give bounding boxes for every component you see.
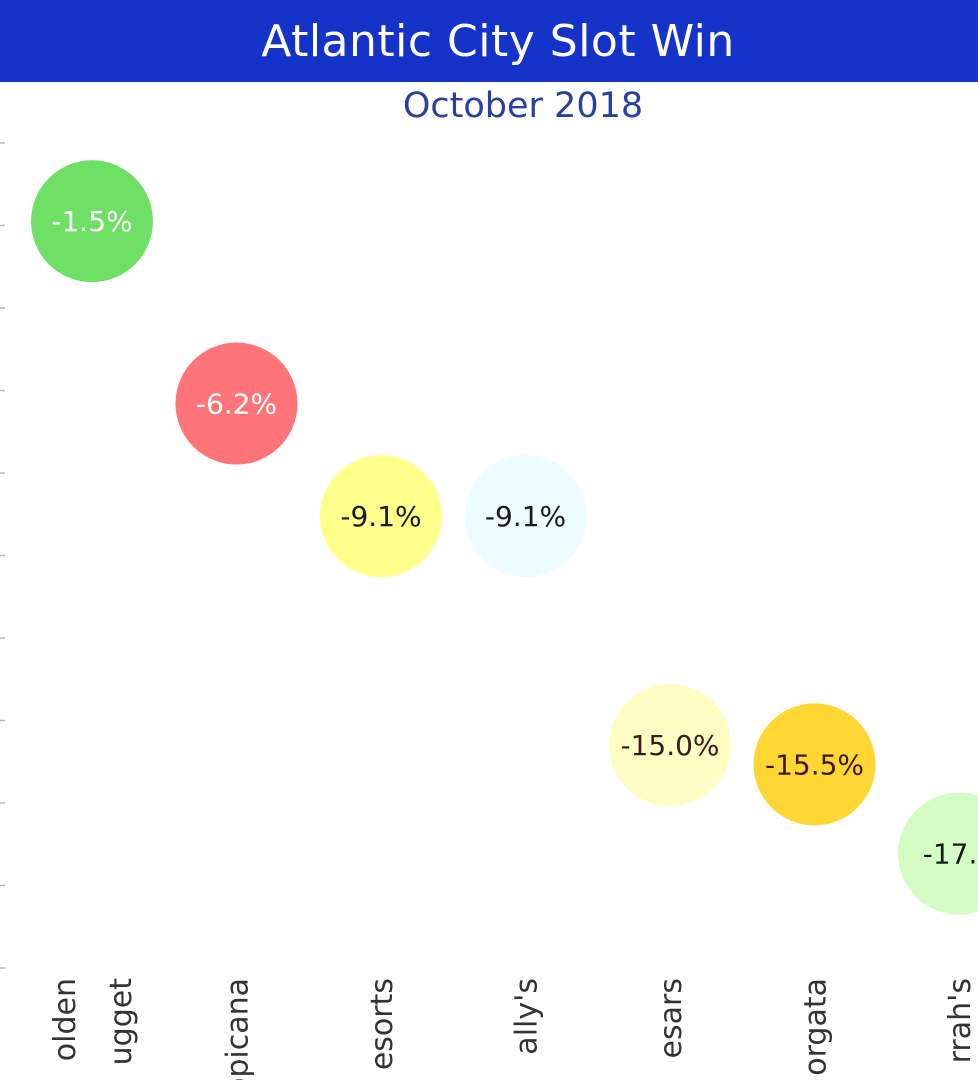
x-tick-label: esars [654, 978, 689, 1058]
data-label: -15.5% [765, 748, 864, 781]
data-point [31, 160, 153, 283]
data-point [320, 455, 442, 578]
data-label: -1.5% [51, 205, 132, 238]
chart-title: Atlantic City Slot Win [261, 15, 735, 67]
title-bar: Atlantic City Slot Win [0, 0, 978, 82]
x-tick-label: orgata [799, 978, 834, 1076]
data-label: -15.0% [620, 729, 719, 762]
x-tick-label: olden [48, 978, 83, 1061]
x-tick-label: ally's [510, 978, 545, 1055]
x-tick-label: rrah's [943, 978, 978, 1063]
data-point [175, 342, 298, 465]
data-label: -17.8 [923, 838, 978, 871]
x-tick-label: opicana [221, 978, 256, 1080]
data-point [898, 792, 978, 915]
data-label: -9.1% [485, 500, 566, 533]
chart-subtitle: October 2018 [402, 86, 644, 126]
data-point [753, 703, 876, 826]
x-tick-label: esorts [365, 978, 400, 1070]
data-label: -9.1% [340, 500, 421, 533]
data-point [609, 684, 731, 806]
data-label: -6.2% [196, 388, 277, 421]
data-point [464, 455, 587, 578]
x-tick-label: ugget [104, 978, 139, 1066]
